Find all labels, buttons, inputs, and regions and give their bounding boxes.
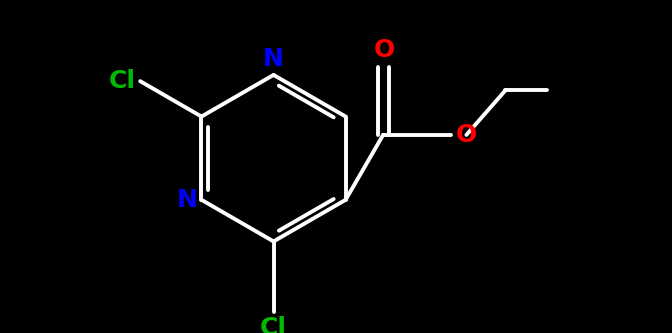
Text: O: O	[456, 123, 477, 147]
Text: N: N	[263, 47, 284, 71]
Text: Cl: Cl	[109, 69, 136, 93]
Text: N: N	[177, 188, 198, 212]
Text: O: O	[374, 38, 395, 62]
Text: Cl: Cl	[260, 316, 287, 333]
